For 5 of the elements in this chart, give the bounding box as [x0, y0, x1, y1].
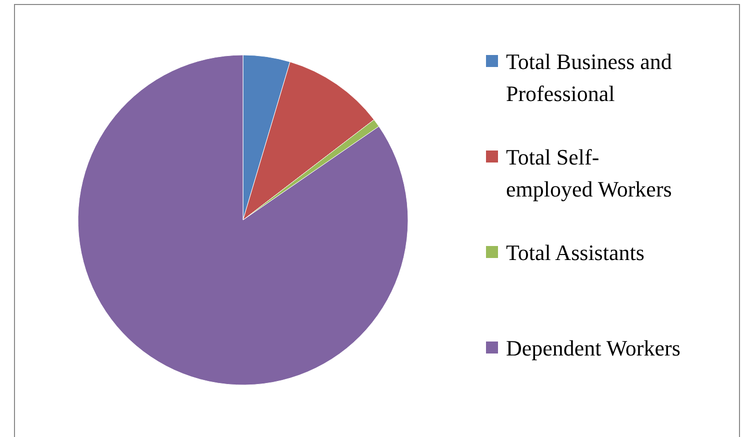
legend-label: Total Assistants — [506, 240, 644, 265]
pie-slice — [78, 54, 408, 386]
legend-label: Total Business and Professional — [506, 49, 672, 106]
legend-label: Dependent Workers — [506, 336, 680, 360]
legend-label: Total Self-employed Workers — [506, 144, 672, 202]
